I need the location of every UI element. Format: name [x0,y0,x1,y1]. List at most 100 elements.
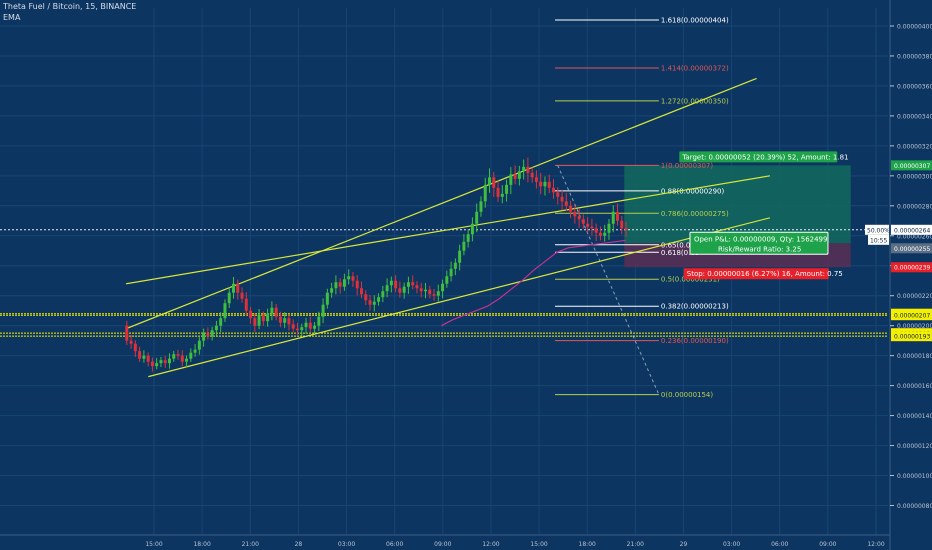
candle-body [603,232,607,236]
candle-body [330,288,334,293]
candle-body [172,354,176,359]
fib-retracement: 1.618(0.00000404) 1.414(0.00000372) 1.272(… [555,16,729,399]
candle-body [560,196,564,202]
x-tick-label: 06:00 [386,541,403,548]
candle-body [240,292,244,299]
percent-text: 50.00% [867,227,890,234]
y-tick-label: 0.00000160 [897,383,932,390]
candle-body [488,177,491,185]
level-price-badge-bg [891,331,932,342]
candle-body [249,310,253,319]
candles [125,157,628,372]
y-tick-label: 0.00000300 [897,173,932,180]
candle-body [466,234,470,242]
candle-body [415,285,419,289]
candle-body [359,288,363,295]
candle-body [581,219,585,224]
candle-body [342,279,346,287]
candle-body [125,325,129,341]
candle-body [424,289,427,292]
candle-body [539,181,543,187]
level-price-badge-bg [891,310,932,321]
candle-body [556,192,560,197]
candle-body [492,177,496,188]
candle-body [227,292,231,304]
candle-body [458,250,462,263]
candle-body [274,307,278,317]
candle-body [620,220,624,229]
open-pnl-label-bg [689,231,829,255]
candle-body [308,322,312,329]
fib-level-label: 0.65(0.00 [661,241,695,249]
candle-body [411,282,415,286]
candle-body [278,316,282,323]
x-tick-label: 18:00 [579,541,596,548]
y-tick-label: 0.00000220 [897,293,932,300]
candle-body [142,355,146,359]
y-tick-label: 0.00000140 [897,413,932,420]
candle-body [347,276,351,280]
candle-body [616,211,619,221]
candle-body [189,352,193,359]
level-price-badge: 0.00000193 [891,331,932,342]
y-tick-label: 0.00000280 [897,203,932,210]
candle-body [283,318,287,323]
x-tick-label: 29 [680,541,688,548]
candle-body [513,174,517,179]
y-tick-label: 0.00000400 [897,23,932,30]
candle-body [355,280,359,289]
candle-body [419,288,423,292]
open-pnl-label: Open P&L: 0.00000009, Qty: 1562499 Risk/R… [689,231,829,255]
candle-body [150,361,154,367]
candle-body [441,283,445,292]
candle-body [475,211,479,224]
percent-bg [865,224,889,235]
candle-body [253,318,257,326]
candle-body [522,166,526,172]
target-price-badge: 0.00000307 [891,160,932,171]
candle-body [594,228,598,233]
candle-body [223,303,227,319]
price-axis: 0.00000400 0.00000380 0.00000360 0.00000340… [889,0,932,550]
candle-body [377,297,381,302]
x-tick-label: 09:00 [434,541,451,548]
current-price-badge: 0.00000264 [891,224,932,235]
candle-body [287,318,291,325]
candle-body [573,211,577,217]
candle-body [406,282,410,287]
candle-body [372,301,376,305]
candle-body [586,223,590,227]
y-tick-label: 0.00000180 [897,353,932,360]
candle-body [552,187,555,193]
candle-body [432,294,436,296]
x-tick-label: 09:00 [819,541,836,548]
candle-body [321,304,325,317]
channel-line-middle [125,175,770,285]
stop-price-badge-text: 0.00000239 [894,265,930,272]
fib-level-label: 0.618(0.00 [661,249,699,257]
x-tick-label: 28 [295,541,303,548]
candle-body [547,181,551,188]
time-axis: 15:00 18:00 21:00 28 03:00 06:00 09:00 12:00 15:… [0,534,890,548]
candle-body [385,285,389,292]
candle-body [611,211,615,224]
candle-body [564,201,568,206]
candle-body [202,333,206,341]
channel-line-lower [148,217,771,378]
current-price-badge-bg [891,224,932,235]
candle-body [470,223,474,235]
y-tick-label: 0.00000120 [897,443,932,450]
target-zone [624,165,851,244]
x-tick-label: 21:00 [627,541,644,548]
candle-body [180,355,184,362]
candle-body [197,340,201,350]
candle-body [236,283,240,293]
fib-level-label: 1.618(0.00000404) [661,16,729,24]
candle-body [364,294,368,301]
x-tick-label: 15:00 [145,541,162,548]
candle-body [398,288,402,293]
candle-body [368,300,372,305]
candle-body [334,282,338,289]
level-price-badge-text: 0.00000193 [894,334,930,341]
